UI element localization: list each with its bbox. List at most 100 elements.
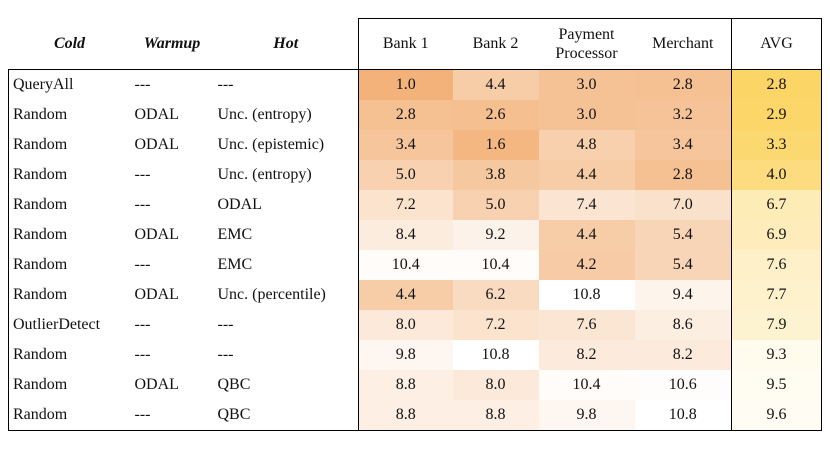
merchant-rank-cell: 8.6 — [634, 310, 732, 340]
hot-method-cell: --- — [217, 316, 234, 333]
table-row: QueryAll --- --- 1.0 4.4 3.0 2.8 2.8 — [8, 69, 822, 100]
bank-1-rank-cell: 9.8 — [358, 340, 453, 370]
table-row: Random --- ODAL 7.2 5.0 7.4 7.0 6.7 — [8, 190, 822, 220]
cold-method-cell: Random — [8, 130, 131, 160]
bank-2-rank-cell: 8.0 — [452, 370, 539, 400]
merchant-rank-cell: 9.4 — [634, 280, 732, 310]
bank-1-rank-cell: 5.0 — [358, 160, 453, 190]
payment-processor-rank-cell: 4.2 — [538, 250, 635, 280]
merchant-rank-cell: 5.4 — [634, 220, 732, 250]
warmup-method-cell: ODAL — [134, 376, 179, 393]
merchant-rank-cell: 2.8 — [634, 69, 732, 100]
cold-method-cell: Random — [8, 400, 131, 431]
avg-rank-cell: 6.9 — [731, 220, 822, 250]
hot-method-cell: EMC — [217, 256, 253, 273]
bank-2-rank-cell: 8.8 — [452, 400, 539, 431]
header-payment-line-1: Payment — [558, 26, 615, 43]
bank-2-rank-cell: 4.4 — [452, 69, 539, 100]
merchant-rank-cell: 3.2 — [634, 100, 732, 130]
hot-method-cell: ODAL — [217, 196, 262, 213]
hot-method-cell: EMC — [217, 226, 253, 243]
header-hot: Hot — [273, 34, 299, 52]
warmup-method-cell: --- — [130, 400, 214, 431]
table-row: Random ODAL Unc. (percentile) 4.4 6.2 10.8 9.4… — [8, 280, 822, 310]
header-merchant: Merchant — [634, 18, 732, 70]
table-row: Random --- QBC 8.8 8.8 9.8 10.8 9.6 — [8, 400, 822, 431]
bank-1-rank-cell: 8.0 — [358, 310, 453, 340]
avg-rank-cell: 4.0 — [731, 160, 822, 190]
cold-method-cell: Random — [8, 190, 131, 220]
merchant-rank-cell: 5.4 — [634, 250, 732, 280]
table-row: Random ODAL QBC 8.8 8.0 10.4 10.6 9.5 — [8, 370, 822, 400]
warmup-method-cell: --- — [134, 256, 151, 273]
warmup-method-cell: ODAL — [134, 106, 179, 123]
avg-rank-cell: 2.8 — [731, 69, 822, 100]
payment-processor-rank-cell: 4.8 — [538, 130, 635, 160]
bank-1-rank-cell: 8.8 — [358, 400, 453, 431]
cold-method-cell: Random — [8, 100, 131, 130]
avg-rank-cell: 9.5 — [731, 370, 822, 400]
header-bank-1: Bank 1 — [358, 18, 453, 70]
ranking-table: Cold Warmup Hot Bank 1 Bank 2 Payment Pr… — [8, 18, 822, 431]
warmup-method-cell: --- — [130, 69, 214, 100]
cold-method-cell: Random — [8, 160, 131, 190]
hot-method-cell: Unc. (percentile) — [217, 286, 326, 303]
header-bank-2: Bank 2 — [452, 18, 539, 70]
cold-method-cell: Random — [8, 280, 131, 310]
table-row: Random --- EMC 10.4 10.4 4.2 5.4 7.6 — [8, 250, 822, 280]
table-row: Random ODAL EMC 8.4 9.2 4.4 5.4 6.9 — [8, 220, 822, 250]
table-row: Random ODAL Unc. (epistemic) 3.4 1.6 4.8 3.4 3.… — [8, 130, 822, 160]
payment-processor-rank-cell: 9.8 — [538, 400, 635, 431]
warmup-method-cell: ODAL — [134, 136, 179, 153]
avg-rank-cell: 7.6 — [731, 250, 822, 280]
bank-1-rank-cell: 10.4 — [358, 250, 453, 280]
payment-processor-rank-cell: 7.4 — [538, 190, 635, 220]
cold-method-cell: Random — [8, 250, 131, 280]
hot-method-cell: Unc. (entropy) — [217, 166, 312, 183]
avg-rank-cell: 7.7 — [731, 280, 822, 310]
hot-method-cell: QBC — [213, 400, 359, 431]
hot-method-cell: Unc. (epistemic) — [217, 136, 325, 153]
merchant-rank-cell: 10.6 — [634, 370, 732, 400]
bank-2-rank-cell: 10.4 — [452, 250, 539, 280]
merchant-rank-cell: 8.2 — [634, 340, 732, 370]
warmup-method-cell: --- — [134, 316, 151, 333]
bank-2-rank-cell: 2.6 — [452, 100, 539, 130]
table-row: Random ODAL Unc. (entropy) 2.8 2.6 3.0 3.2 2.9 — [8, 100, 822, 130]
bank-2-rank-cell: 9.2 — [452, 220, 539, 250]
payment-processor-rank-cell: 10.8 — [538, 280, 635, 310]
payment-processor-rank-cell: 8.2 — [538, 340, 635, 370]
payment-processor-rank-cell: 3.0 — [538, 100, 635, 130]
bank-2-rank-cell: 10.8 — [452, 340, 539, 370]
header-payment-line-2: Processor — [555, 45, 618, 62]
merchant-rank-cell: 10.8 — [634, 400, 732, 431]
payment-processor-rank-cell: 7.6 — [538, 310, 635, 340]
bank-2-rank-cell: 6.2 — [452, 280, 539, 310]
cold-method-cell: Random — [8, 370, 131, 400]
avg-rank-cell: 6.7 — [731, 190, 822, 220]
bank-1-rank-cell: 3.4 — [358, 130, 453, 160]
bank-1-rank-cell: 8.4 — [358, 220, 453, 250]
warmup-method-cell: --- — [134, 166, 151, 183]
payment-processor-rank-cell: 10.4 — [538, 370, 635, 400]
avg-rank-cell: 9.6 — [731, 400, 822, 431]
bank-1-rank-cell: 4.4 — [358, 280, 453, 310]
bank-1-rank-cell: 8.8 — [358, 370, 453, 400]
hot-method-cell: --- — [213, 69, 359, 100]
warmup-method-cell: ODAL — [134, 286, 179, 303]
header-warmup: Warmup — [143, 34, 201, 52]
warmup-method-cell: --- — [134, 346, 151, 363]
bank-1-rank-cell: 2.8 — [358, 100, 453, 130]
table-body: QueryAll --- --- 1.0 4.4 3.0 2.8 2.8 Random ODAL U… — [8, 69, 822, 431]
merchant-rank-cell: 2.8 — [634, 160, 732, 190]
hot-method-cell: --- — [217, 346, 234, 363]
bank-1-rank-cell: 1.0 — [358, 69, 453, 100]
bank-2-rank-cell: 5.0 — [452, 190, 539, 220]
cold-method-cell: Random — [8, 220, 131, 250]
cold-method-cell: Random — [8, 340, 131, 370]
avg-rank-cell: 9.3 — [731, 340, 822, 370]
payment-processor-rank-cell: 4.4 — [538, 160, 635, 190]
cold-method-cell: QueryAll — [8, 69, 131, 100]
bank-2-rank-cell: 1.6 — [452, 130, 539, 160]
table-row: Random --- Unc. (entropy) 5.0 3.8 4.4 2.8 4.0 — [8, 160, 822, 190]
